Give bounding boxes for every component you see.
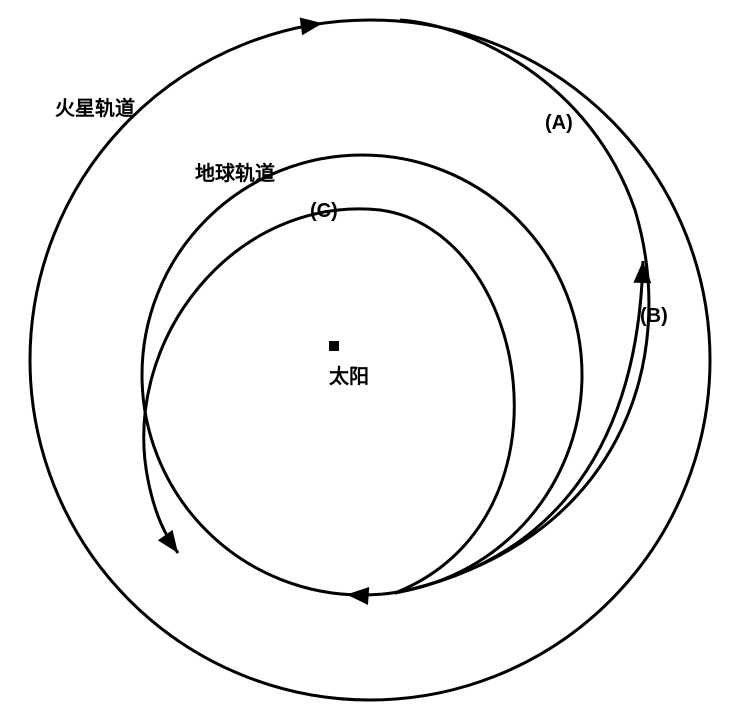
sun-label: 太阳 <box>329 360 369 389</box>
trajectory-a-label: (A) <box>545 112 573 135</box>
trajectory-b-label: (B) <box>640 305 668 328</box>
mars-orbit-label: 火星轨道 <box>55 92 135 121</box>
trajectory-c-label: (C) <box>310 200 338 223</box>
earth-orbit-label: 地球轨道 <box>195 157 275 186</box>
